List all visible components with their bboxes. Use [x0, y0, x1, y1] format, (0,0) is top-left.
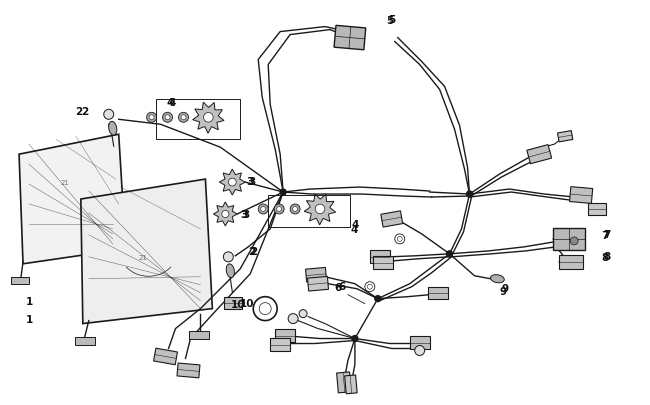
- Circle shape: [149, 115, 154, 120]
- Circle shape: [222, 211, 229, 218]
- Polygon shape: [306, 268, 326, 282]
- Text: 2: 2: [248, 246, 256, 256]
- Text: 9: 9: [501, 283, 508, 293]
- Polygon shape: [527, 145, 552, 164]
- Text: 1: 1: [26, 296, 33, 306]
- Polygon shape: [226, 264, 235, 278]
- Polygon shape: [337, 372, 351, 393]
- Text: 6: 6: [338, 281, 345, 291]
- Circle shape: [181, 115, 186, 120]
- Bar: [189, 331, 209, 339]
- Circle shape: [147, 113, 157, 123]
- Polygon shape: [19, 135, 125, 264]
- Polygon shape: [558, 131, 573, 143]
- Text: 4: 4: [350, 224, 358, 234]
- Polygon shape: [588, 203, 606, 215]
- Polygon shape: [381, 211, 403, 228]
- Polygon shape: [307, 277, 328, 291]
- Circle shape: [415, 345, 424, 356]
- Circle shape: [179, 113, 188, 123]
- Text: 21: 21: [61, 180, 70, 185]
- Polygon shape: [491, 275, 504, 283]
- Polygon shape: [304, 194, 335, 225]
- Circle shape: [258, 205, 268, 214]
- Polygon shape: [224, 297, 242, 309]
- Text: 4: 4: [168, 98, 176, 108]
- Text: 2: 2: [75, 107, 83, 117]
- Polygon shape: [275, 329, 295, 342]
- Text: 3: 3: [240, 209, 248, 220]
- Text: 4: 4: [167, 98, 174, 108]
- Text: 6: 6: [334, 282, 342, 292]
- Text: 3: 3: [248, 177, 255, 187]
- Circle shape: [228, 179, 236, 186]
- Circle shape: [367, 285, 372, 290]
- Circle shape: [280, 190, 286, 196]
- Circle shape: [203, 113, 213, 123]
- Text: 5: 5: [388, 15, 395, 25]
- Circle shape: [467, 192, 473, 198]
- Polygon shape: [370, 251, 390, 264]
- Polygon shape: [219, 170, 245, 196]
- Circle shape: [288, 314, 298, 324]
- Text: 8: 8: [603, 251, 610, 261]
- Text: 2: 2: [250, 246, 257, 256]
- Circle shape: [299, 310, 307, 318]
- Circle shape: [375, 296, 381, 302]
- Text: 7: 7: [603, 229, 610, 239]
- Circle shape: [261, 207, 266, 212]
- Circle shape: [352, 336, 358, 342]
- Text: 9: 9: [500, 286, 507, 296]
- Circle shape: [277, 207, 281, 212]
- Text: 8: 8: [601, 252, 608, 262]
- Polygon shape: [177, 363, 200, 378]
- Text: 3: 3: [242, 209, 250, 220]
- Circle shape: [397, 237, 402, 242]
- Text: 2: 2: [81, 107, 88, 117]
- Polygon shape: [213, 202, 237, 226]
- Polygon shape: [192, 103, 224, 134]
- Polygon shape: [569, 187, 593, 204]
- Circle shape: [274, 205, 284, 214]
- Polygon shape: [153, 348, 177, 365]
- Polygon shape: [109, 122, 117, 136]
- Text: 5: 5: [386, 15, 393, 26]
- Text: 21: 21: [138, 254, 148, 260]
- Circle shape: [165, 115, 170, 120]
- Circle shape: [447, 251, 452, 257]
- Circle shape: [292, 207, 298, 212]
- Polygon shape: [373, 257, 393, 270]
- Circle shape: [290, 205, 300, 214]
- Polygon shape: [553, 228, 585, 250]
- Bar: [75, 337, 95, 345]
- Polygon shape: [410, 336, 430, 349]
- Polygon shape: [334, 26, 366, 51]
- Text: 10: 10: [231, 299, 246, 309]
- Circle shape: [104, 110, 114, 120]
- Bar: [11, 277, 29, 284]
- Text: 4: 4: [352, 220, 359, 229]
- Text: 10: 10: [240, 298, 255, 308]
- Text: 7: 7: [601, 230, 609, 240]
- Circle shape: [570, 237, 578, 245]
- Circle shape: [162, 113, 172, 123]
- Circle shape: [315, 205, 325, 214]
- Text: 1: 1: [25, 314, 32, 324]
- Polygon shape: [428, 287, 448, 299]
- Text: 3: 3: [246, 177, 254, 187]
- Polygon shape: [270, 338, 290, 351]
- Polygon shape: [559, 255, 583, 269]
- Polygon shape: [344, 375, 357, 394]
- Polygon shape: [81, 180, 213, 324]
- Circle shape: [259, 303, 271, 315]
- Circle shape: [224, 252, 233, 262]
